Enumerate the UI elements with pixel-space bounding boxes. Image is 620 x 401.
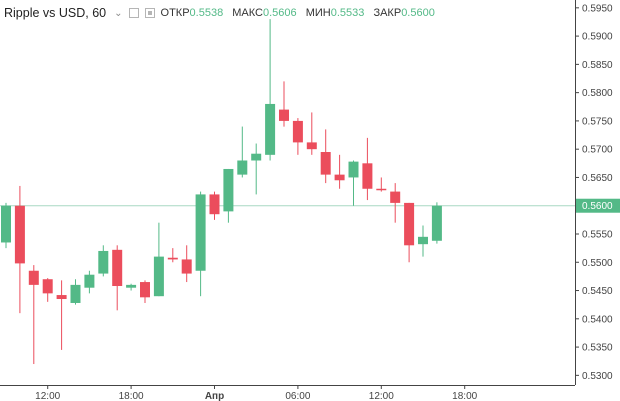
open-label: ОТКР [160,7,190,19]
ohlc-readout: ОТКР0.5538 МАКС0.5606 МИН0.5533 ЗАКР0.56… [161,7,441,19]
price-tick-label: 0.5750 [582,116,613,127]
time-tick-label: 18:00 [119,391,144,401]
candle-down [167,257,178,260]
candle-down [209,194,220,215]
candle-up [251,153,262,161]
time-tick-label: 18:00 [452,391,477,401]
chart-header: Ripple vs USD, 60 ⌄ ОТКР0.5538 МАКС0.560… [4,6,441,20]
price-tick-label: 0.5650 [582,173,613,184]
candle-up [126,284,137,288]
price-tick-label: 0.5500 [582,258,613,269]
price-tick-label: 0.5450 [582,286,613,297]
hide-icon[interactable] [128,8,139,18]
price-tick-label: 0.5300 [582,371,613,382]
candle-up [348,161,359,178]
candle-up [84,274,95,288]
candle-down [181,259,192,274]
candle-down [140,282,150,298]
time-tick-label: 06:00 [285,391,310,401]
price-tick-label: 0.5400 [582,314,613,325]
candle-up [195,194,206,271]
price-tick-label: 0.5850 [582,60,613,71]
candle-down [404,202,415,246]
candle-down [292,120,303,143]
candle-down [306,142,317,150]
candle-down [390,191,401,203]
candle-up [153,256,164,297]
price-tick-label: 0.5700 [582,145,613,156]
candle-down [28,270,39,285]
price-tick-label: 0.5350 [582,343,613,354]
open-value: 0.5538 [189,7,224,19]
candle-down [376,188,387,191]
low-label: МИН [305,7,331,19]
candle-up [265,103,276,155]
chevron-down-icon[interactable]: ⌄ [114,7,123,19]
time-tick-label: 12:00 [35,391,60,401]
candle-up [1,205,11,243]
settings-icon[interactable] [144,8,155,18]
low-value: 0.5533 [330,7,365,19]
candle-down [334,174,345,181]
high-label: МАКС [232,7,263,19]
candle-down [56,295,67,300]
last-price-badge [576,198,620,213]
candle-down [42,279,53,294]
candle-up [431,205,442,241]
price-tick-label: 0.5550 [582,229,613,240]
close-value: 0.5600 [401,7,435,19]
candle-down [320,152,331,175]
close-label: ЗАКР [373,7,402,19]
candle-up [237,160,248,175]
price-tick-label: 0.5900 [582,32,613,43]
candle-down [14,205,25,264]
price-tick-label: 0.5950 [582,3,613,14]
candle-up [223,168,234,212]
candle-up [70,284,81,303]
time-tick-label: Апр [205,391,224,401]
time-tick-label: 12:00 [369,391,394,401]
candle-up [418,236,428,245]
symbol-title: Ripple vs USD, 60 [4,6,107,20]
last-price-label: 0.5600 [582,201,613,212]
candle-down [112,249,123,287]
candle-down [279,109,289,121]
high-value: 0.5606 [263,7,297,19]
candle-up [98,250,109,274]
price-tick-label: 0.5800 [582,88,613,99]
candle-down [362,163,373,189]
